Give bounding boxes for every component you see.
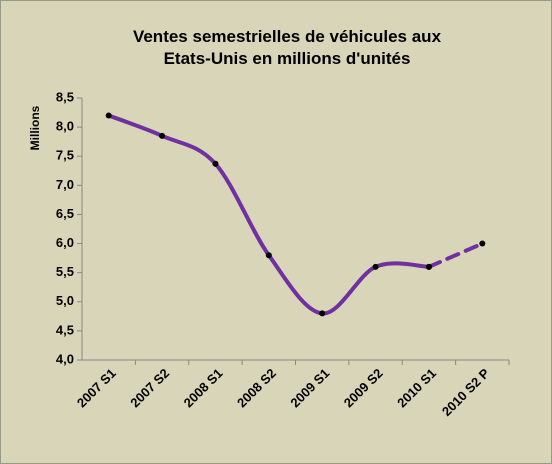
marker [265,252,272,259]
y-tick-label: 4,0 [56,351,74,366]
y-tick-label: 6,5 [56,206,74,221]
marker [479,240,486,247]
marker [319,310,326,317]
chart-title: Ventes semestrielles de véhicules aux [133,27,442,46]
marker [212,160,219,167]
y-tick-label: 8,0 [56,119,74,134]
y-axis-label: Millions [28,105,42,150]
y-tick-label: 5,0 [56,293,74,308]
marker [425,263,432,270]
line [426,241,485,269]
marker [372,263,379,270]
marker [159,132,166,139]
y-tick-label: 8,5 [56,89,74,104]
y-tick-label: 6,0 [56,235,74,250]
marker [105,112,112,119]
y-tick-label: 4,5 [56,322,74,337]
y-tick-label: 5,5 [56,264,74,279]
y-tick-label: 7,0 [56,177,74,192]
y-tick-label: 7,5 [56,148,74,163]
chart-title: Etats-Unis en millions d'unités [164,49,411,68]
